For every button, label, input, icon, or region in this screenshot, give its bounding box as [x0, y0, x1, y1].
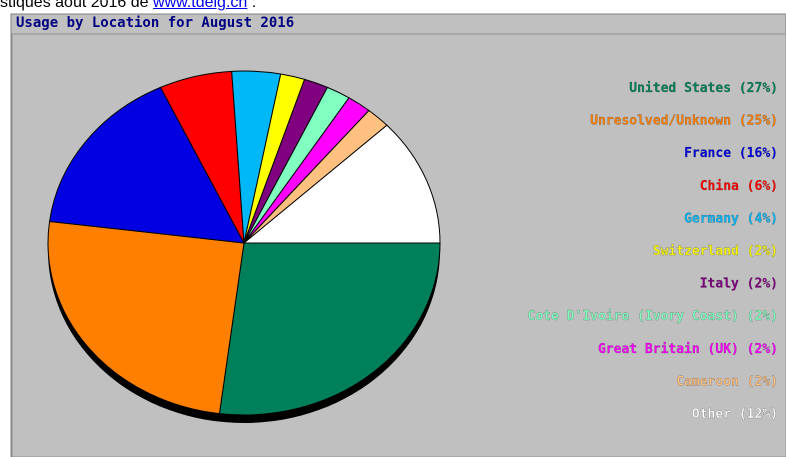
legend-entry: Germany (4%) — [684, 211, 778, 226]
legend-entry: Cote D'Ivoire (Ivory Coast) (2%) — [528, 309, 778, 324]
legend-label: France — [684, 146, 731, 161]
caption: stiques août 2016 de www.tdeig.ch : — [0, 0, 256, 12]
chart-title: Usage by Location for August 2016 — [16, 15, 294, 31]
legend-entry: China (6%) — [700, 179, 778, 194]
pie-slice — [242, 124, 441, 244]
caption-link[interactable]: www.tdeig.ch — [153, 0, 248, 11]
legend-entry: Other (12%) — [692, 407, 778, 422]
legend-label: Other — [692, 407, 731, 422]
pie-slice — [48, 86, 245, 244]
legend-value: (4%) — [739, 211, 778, 226]
pie-slice — [218, 242, 441, 416]
legend-label: Germany — [684, 211, 739, 226]
legend-value: (2%) — [739, 374, 778, 389]
legend-entry: United States (27%) — [629, 81, 778, 96]
legend-value: (2%) — [739, 309, 778, 324]
legend-label: Unresolved/Unknown — [590, 114, 731, 129]
legend-label: Italy — [700, 277, 739, 292]
caption-text: stiques août 2016 de — [0, 0, 154, 11]
legend-entry: Unresolved/Unknown (25%) — [590, 114, 778, 129]
legend-label: Cameroon — [676, 374, 739, 389]
legend-label: Cote D'Ivoire (Ivory Coast) — [528, 309, 739, 324]
legend-entry: Switzerland (2%) — [653, 244, 778, 259]
legend-value: (25%) — [731, 114, 778, 129]
legend-label: Switzerland — [653, 244, 739, 259]
legend-label: Great Britain (UK) — [598, 342, 739, 357]
legend-value: (6%) — [739, 179, 778, 194]
legend-value: (16%) — [731, 146, 778, 161]
caption-end: : — [247, 0, 257, 11]
legend-entry: Cameroon (2%) — [676, 374, 778, 389]
legend-label: China — [700, 179, 739, 194]
pie-slice — [47, 220, 245, 415]
legend-entry: Great Britain (UK) (2%) — [598, 342, 778, 357]
legend-value: (12%) — [731, 407, 778, 422]
legend-entry: Italy (2%) — [700, 277, 778, 292]
legend-value: (2%) — [739, 342, 778, 357]
legend-value: (2%) — [739, 277, 778, 292]
legend-value: (27%) — [731, 81, 778, 96]
legend-label: United States — [629, 81, 731, 96]
legend-entry: France (16%) — [684, 146, 778, 161]
legend-value: (2%) — [739, 244, 778, 259]
